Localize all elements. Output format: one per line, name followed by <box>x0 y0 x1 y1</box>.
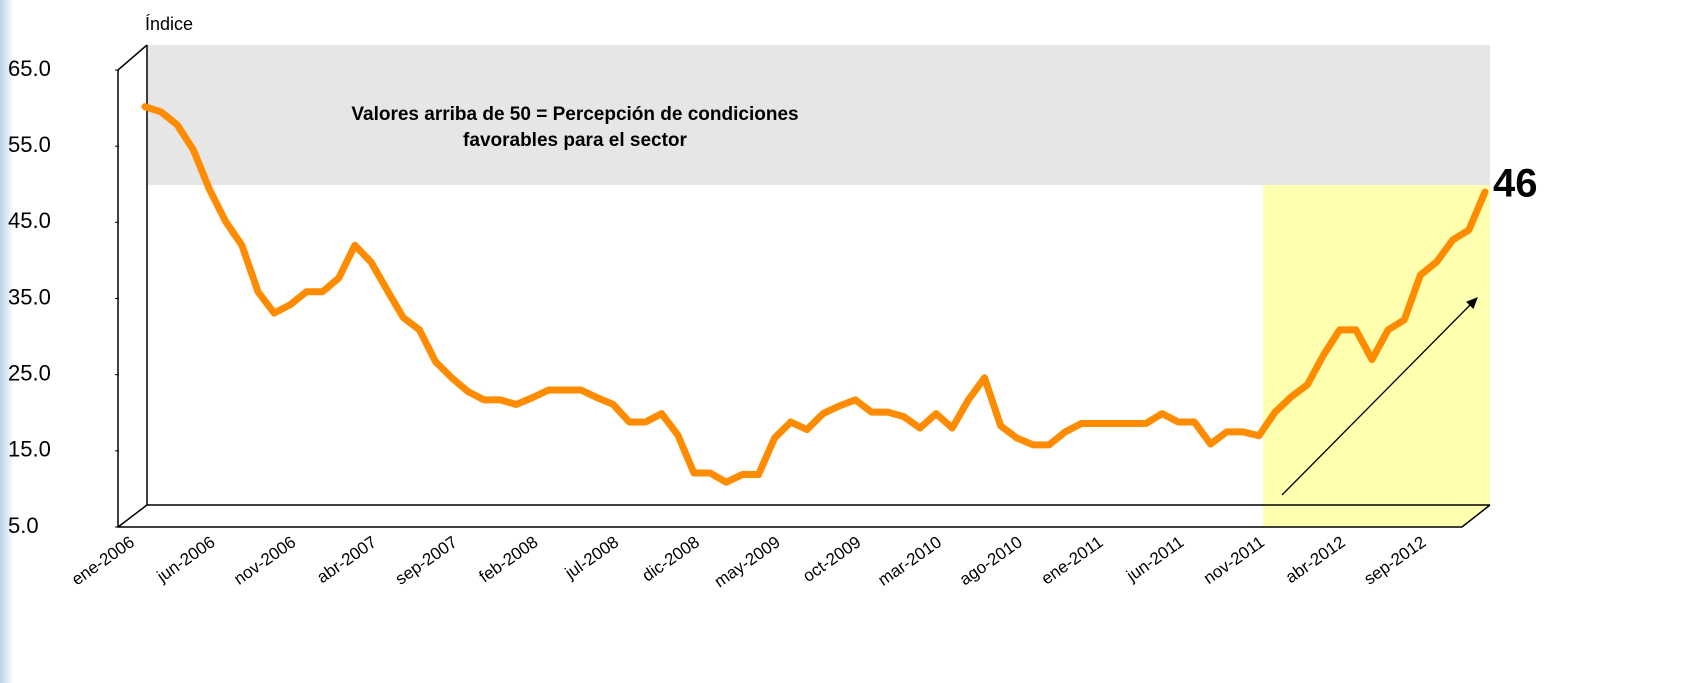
x-tick-label: nov-2006 <box>230 532 299 588</box>
x-tick-label: dic-2008 <box>639 532 703 585</box>
x-tick-label: ago-2010 <box>956 532 1026 589</box>
y-tick-label: 15.0 <box>8 437 51 462</box>
x-tick-label: jul-2008 <box>561 532 622 583</box>
data-line <box>141 103 1489 486</box>
x-tick-label: may-2009 <box>711 532 784 591</box>
x-tick-label: oct-2009 <box>799 532 864 586</box>
annotation: favorables para el sector <box>463 130 687 151</box>
axes-frame <box>117 44 1491 528</box>
x-tick-label: ene-2006 <box>68 532 138 589</box>
edge-decoration <box>0 0 14 683</box>
x-tick-label: jun-2011 <box>1122 532 1187 585</box>
trend-arrow <box>1281 297 1478 496</box>
y-tick-label: 55.0 <box>8 132 51 157</box>
x-tick-label: nov-2011 <box>1200 532 1268 588</box>
x-tick-label: mar-2010 <box>875 532 946 589</box>
x-tick-label: sep-2007 <box>392 532 461 588</box>
annotation: Valores arriba de 50 = Percepción de con… <box>351 104 798 125</box>
shaded-band <box>147 45 1490 186</box>
value-label: 46 <box>1493 162 1538 206</box>
y-tick-label: 25.0 <box>8 360 51 385</box>
x-tick-label: jun-2006 <box>153 532 219 586</box>
axis-frame <box>117 44 1491 528</box>
y-tick-label: 65.0 <box>8 56 51 81</box>
y-tick-label: 5.0 <box>8 513 39 538</box>
backgrounds <box>147 45 1490 527</box>
x-tick-label: feb-2008 <box>476 532 542 586</box>
y-tick-label: 35.0 <box>8 284 51 309</box>
x-tick-label: abr-2007 <box>313 532 380 587</box>
x-tick-label: ene-2011 <box>1038 532 1107 588</box>
y-tick-label: 45.0 <box>8 208 51 233</box>
x-tick-label: sep-2012 <box>1360 532 1429 588</box>
x-tick-label: abr-2012 <box>1282 532 1349 587</box>
y-axis-title: Índice <box>145 14 193 34</box>
